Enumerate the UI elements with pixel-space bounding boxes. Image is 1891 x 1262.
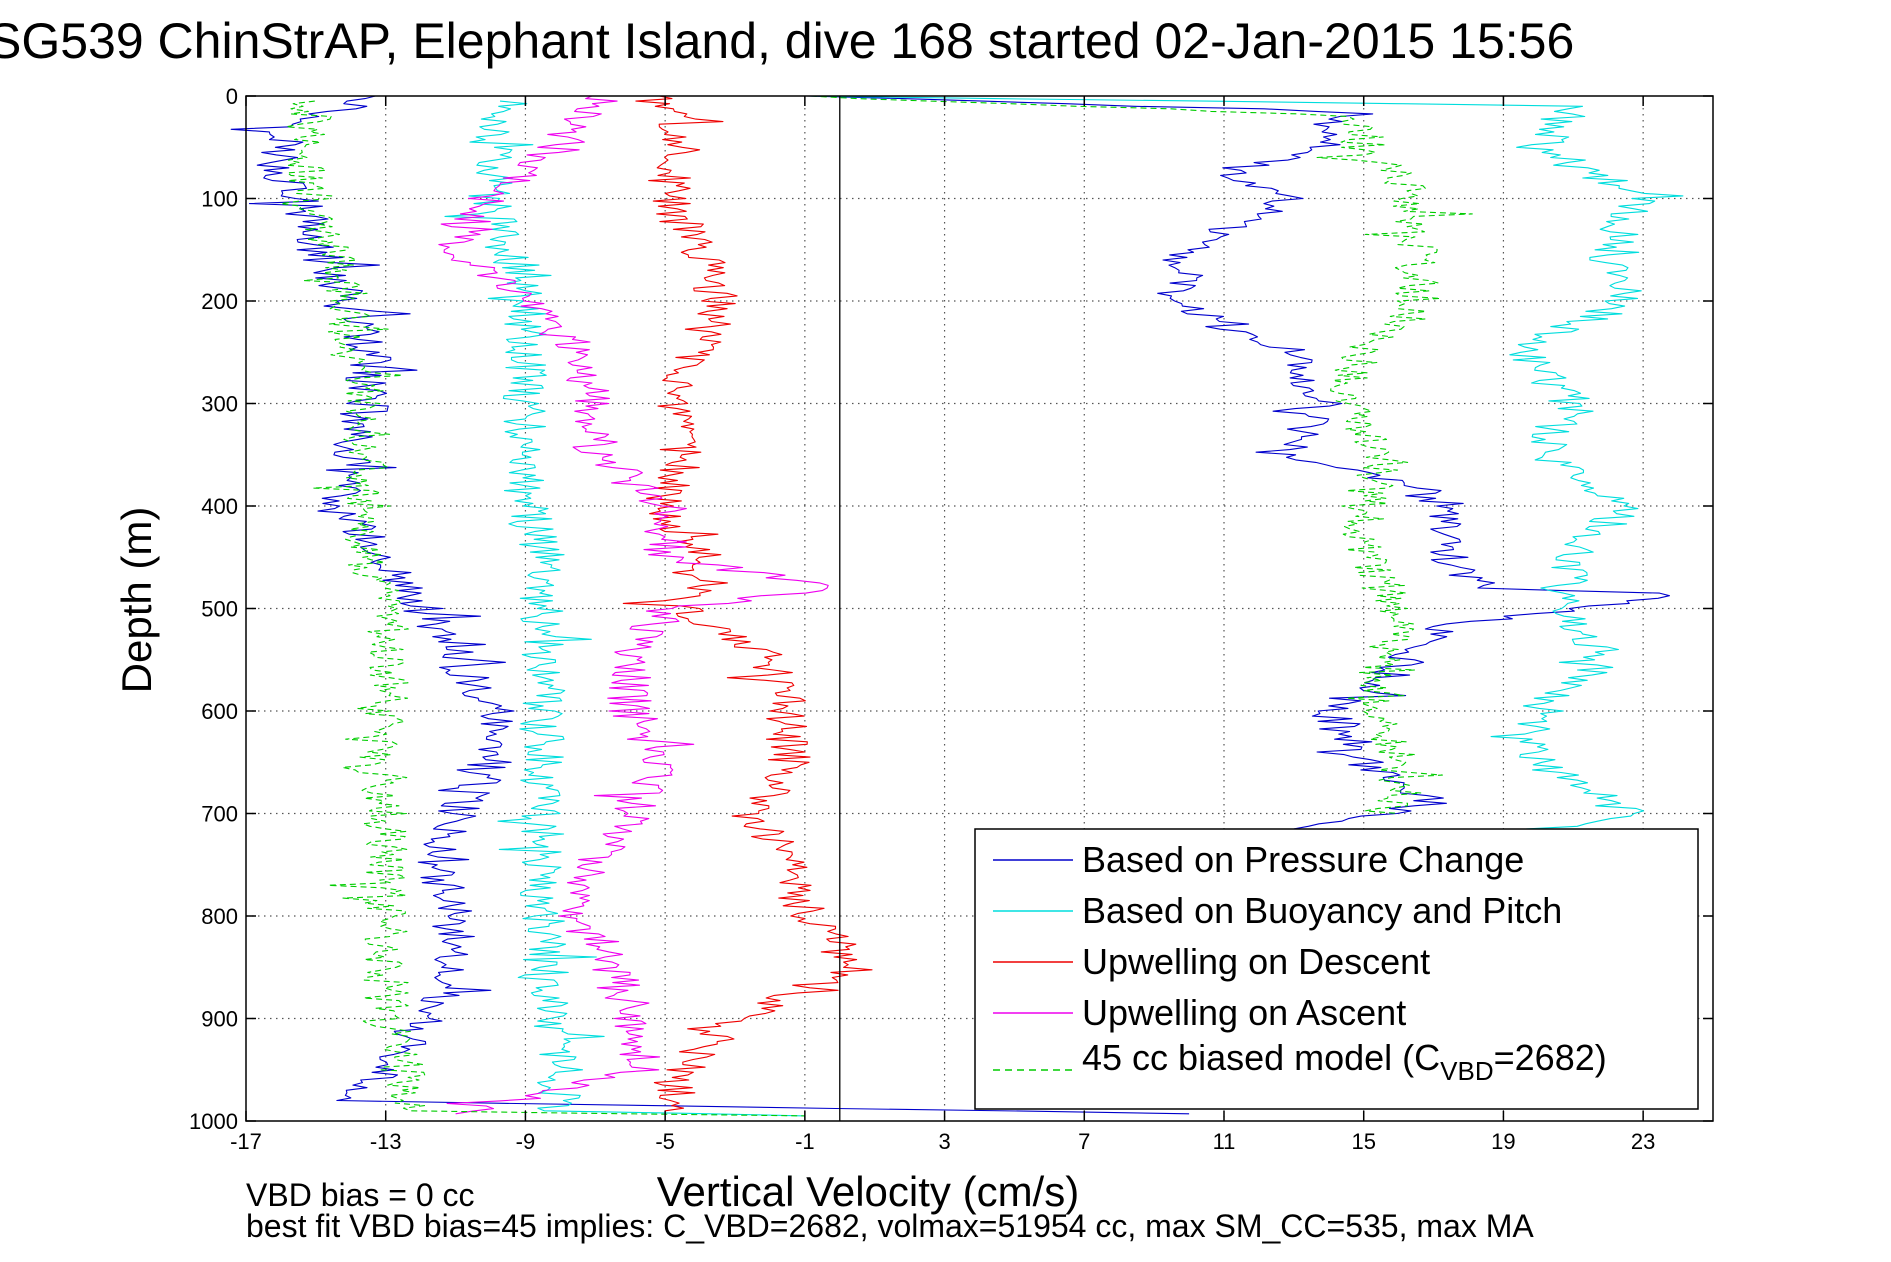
y-axis-ticks: 0 100 200 300 400 500 600 700 800 900 1000 [189,84,1713,1134]
x-tick-label: -9 [516,1129,536,1154]
legend-model-subscript: VBD [1440,1056,1493,1086]
series-line-0 [230,95,1190,1115]
x-tick-label: -5 [655,1129,675,1154]
x-tick-label: -13 [370,1129,402,1154]
y-tick-label: 800 [201,904,238,929]
x-axis-ticks: -17 -13 -9 -5 -1 3 7 11 15 19 23 [230,96,1655,1154]
series-line-7 [810,95,1473,815]
y-tick-label: 600 [201,699,238,724]
x-tick-label: 23 [1631,1129,1655,1154]
legend-box [974,828,1699,1110]
x-tick-label: 19 [1491,1129,1515,1154]
series-line-1 [444,100,805,1117]
legend-label: Based on Buoyancy and Pitch [1082,890,1562,931]
legend-model-prefix: 45 cc biased model (C [1082,1037,1440,1078]
x-tick-label: 3 [938,1129,950,1154]
y-axis-label: Depth (m) [113,507,160,694]
chart-title: SG539 ChinStrAP, Elephant Island, dive 1… [0,13,1574,69]
series-layer [230,95,1684,1117]
x-axis-label: Vertical Velocity (cm/s) [657,1168,1079,1215]
legend-label: Upwelling on Descent [1082,941,1430,982]
y-tick-label: 700 [201,802,238,827]
y-tick-label: 400 [201,494,238,519]
legend-label: Based on Pressure Change [1082,839,1524,880]
y-tick-label: 300 [201,392,238,417]
y-tick-label: 200 [201,289,238,314]
y-tick-label: 500 [201,597,238,622]
x-tick-label: -1 [795,1129,815,1154]
x-tick-label: 15 [1351,1129,1375,1154]
x-tick-label: 11 [1213,1129,1236,1154]
series-line-6 [808,95,1684,835]
legend-item-model: 45 cc biased model (CVBD=2682) [993,1037,1607,1086]
footer-line-1: VBD bias = 0 cc [246,1177,475,1213]
y-tick-label: 100 [201,187,238,212]
legend-label-model: 45 cc biased model (CVBD=2682) [1082,1037,1607,1086]
x-tick-label: -17 [230,1129,262,1154]
y-tick-label: 900 [201,1007,238,1032]
series-line-4 [280,100,805,1117]
legend: Based on Pressure Change Based on Buoyanc… [974,828,1699,1110]
legend-model-suffix: =2682) [1494,1037,1607,1078]
series-line-2 [622,95,873,1112]
y-tick-label: 0 [226,84,238,109]
series-line-3 [438,95,829,1115]
series-line-5 [806,95,1670,830]
footer-line-2: best fit VBD bias=45 implies: C_VBD=2682… [246,1208,1534,1244]
y-tick-label: 1000 [189,1109,238,1134]
x-tick-label: 7 [1078,1129,1090,1154]
legend-label: Upwelling on Ascent [1082,992,1406,1033]
